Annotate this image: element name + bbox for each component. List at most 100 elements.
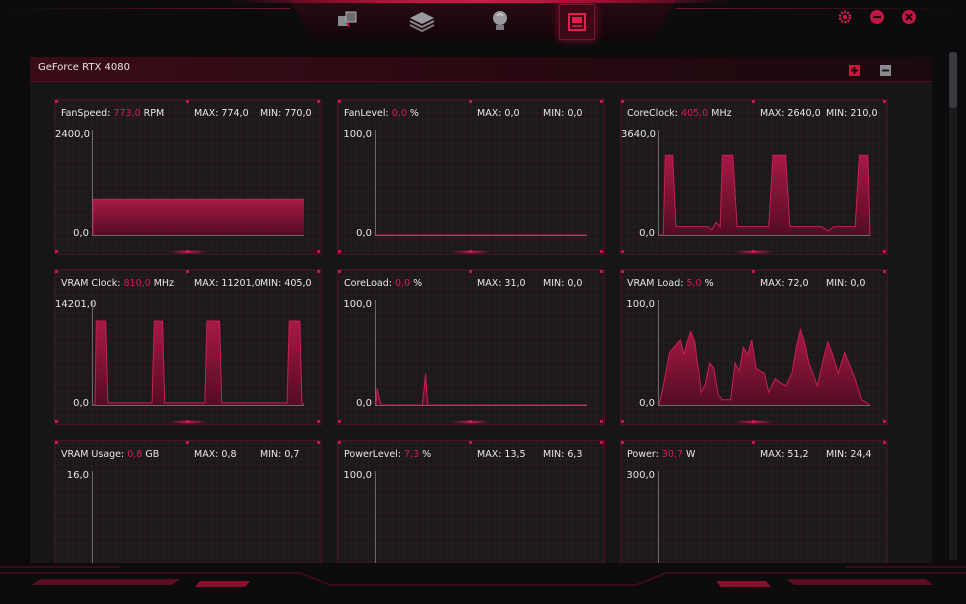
sensor-line-series	[93, 320, 305, 406]
sensor-current-value: 773,0	[113, 108, 141, 119]
card-corner-marker	[883, 270, 886, 273]
x-axis	[92, 235, 304, 236]
sensor-min: MIN: 6,3	[543, 449, 583, 460]
y-axis-max-label: 300,0	[626, 470, 655, 481]
sensor-unit: %	[406, 108, 419, 119]
sensor-current-value: 810,0	[123, 278, 151, 289]
top-bar	[0, 0, 966, 44]
sensor-area-series	[659, 329, 870, 405]
y-axis-min-label: 0,0	[356, 228, 372, 239]
y-axis	[375, 300, 376, 406]
sensor-label: FanLevel	[344, 108, 386, 119]
sensor-unit: MHz	[708, 108, 732, 119]
sensor-area-series	[93, 321, 304, 405]
card-corner-marker	[338, 270, 341, 273]
sensor-label: VRAM Usage	[61, 449, 122, 460]
scrollbar-thumb[interactable]	[949, 52, 957, 108]
card-corner-marker	[600, 441, 603, 444]
sensor-card-vram-usage: VRAM Usage: 0,8 GB MAX: 0,8 MIN: 0,7 16,0 0,…	[54, 440, 322, 563]
nav-dashboard-button[interactable]	[330, 4, 364, 38]
sensor-card-vram-clock: VRAM Clock: 810,0 MHz MAX: 11201,0 MIN: 40…	[54, 269, 322, 425]
sensor-unit: GB	[142, 449, 160, 460]
sensor-max: MAX: 51,2	[760, 449, 809, 460]
sensor-current-value: 7,3	[404, 449, 420, 460]
card-corner-marker	[600, 420, 603, 423]
sensor-unit: RPM	[140, 108, 165, 119]
nav-monitor-button[interactable]	[559, 4, 595, 40]
y-axis-min-label: 0,0	[639, 228, 655, 239]
add-panel-button[interactable]	[849, 65, 860, 76]
card-corner-marker	[469, 100, 472, 103]
sensor-min: MIN: 0,0	[543, 278, 583, 289]
y-axis	[92, 130, 93, 236]
close-icon	[902, 10, 916, 24]
remove-panel-button[interactable]	[880, 65, 891, 76]
y-axis-min-label: 0,0	[639, 398, 655, 409]
sensor-max: MAX: 72,0	[760, 278, 809, 289]
sensor-chart	[659, 154, 871, 236]
sensor-label: CoreClock	[627, 108, 675, 119]
sensor-chart	[92, 198, 304, 236]
y-axis	[658, 130, 659, 236]
scrollbar[interactable]	[949, 52, 957, 560]
x-axis	[92, 405, 304, 406]
sensor-card-vram-load: VRAM Load: 5,0 % MAX: 72,0 MIN: 0,0 100,0 0,…	[620, 269, 888, 425]
y-axis	[658, 300, 659, 406]
sensor-chart	[93, 471, 304, 563]
sensor-unit: W	[682, 449, 696, 460]
y-axis-min-label: 0,0	[73, 228, 89, 239]
sensor-title: CoreClock: 405,0 MHz	[627, 108, 732, 119]
y-axis	[92, 471, 93, 563]
sensor-label: PowerLevel	[344, 449, 398, 460]
sensor-current-value: 0,8	[127, 449, 143, 460]
card-corner-marker	[883, 250, 886, 253]
nav-layers-button[interactable]	[405, 4, 439, 38]
card-corner-marker	[469, 270, 472, 273]
card-corner-marker	[186, 441, 189, 444]
sensor-title: FanLevel: 0,0 %	[344, 108, 419, 119]
sensor-chart	[93, 320, 305, 406]
y-axis-max-label: 100,0	[343, 299, 372, 310]
sensor-unit: MHz	[150, 278, 175, 289]
sensor-label-colon: :	[385, 108, 392, 119]
y-axis-max-label: 2400,0	[55, 129, 90, 140]
nav-lighting-button[interactable]	[483, 4, 517, 38]
y-axis-max-label: 14201,0	[55, 299, 97, 310]
x-axis	[375, 235, 587, 236]
dashboard-icon	[338, 11, 357, 28]
top-left-decoration	[0, 8, 290, 9]
y-axis-max-label: 100,0	[343, 470, 372, 481]
card-corner-marker	[317, 420, 320, 423]
card-corner-marker	[469, 441, 472, 444]
card-bottom-glow	[168, 250, 208, 254]
y-axis-max-label: 3640,0	[621, 129, 656, 140]
sensor-card-fanspeed: FanSpeed: 773,0 RPM MAX: 774,0 MIN: 770,0 2…	[54, 99, 322, 255]
settings-button[interactable]	[837, 9, 853, 25]
sensor-max: MAX: 774,0	[194, 108, 249, 119]
plus-icon	[851, 67, 858, 74]
sensor-label: Power	[627, 449, 656, 460]
sensor-chart	[375, 373, 587, 406]
card-corner-marker	[338, 420, 341, 423]
card-corner-marker	[338, 100, 341, 103]
sensor-card-fanlevel: FanLevel: 0,0 % MAX: 0,0 MIN: 0,0 100,0 0,0	[337, 99, 605, 255]
sensor-min: MIN: 210,0	[826, 108, 878, 119]
minimize-button[interactable]	[869, 9, 885, 25]
sensor-max: MAX: 0,8	[194, 449, 237, 460]
sensor-min: MIN: 405,0	[260, 278, 312, 289]
gpu-monitor-panel: GeForce RTX 4080 FanSpeed: 773,0 RPM MAX:…	[30, 57, 932, 563]
sensor-label-colon: :	[397, 449, 405, 460]
monitor-icon	[568, 13, 586, 31]
sensor-title: VRAM Load: 5,0 %	[627, 278, 714, 289]
sensor-label: VRAM Clock	[61, 278, 118, 289]
sensor-min: MIN: 0,0	[826, 278, 866, 289]
card-corner-marker	[621, 441, 624, 444]
close-button[interactable]	[901, 9, 917, 25]
sensor-max: MAX: 31,0	[477, 278, 526, 289]
y-axis	[92, 300, 93, 406]
sensor-max: MAX: 2640,0	[760, 108, 821, 119]
sensor-chart	[658, 327, 871, 406]
card-corner-marker	[752, 270, 755, 273]
card-corner-marker	[317, 100, 320, 103]
